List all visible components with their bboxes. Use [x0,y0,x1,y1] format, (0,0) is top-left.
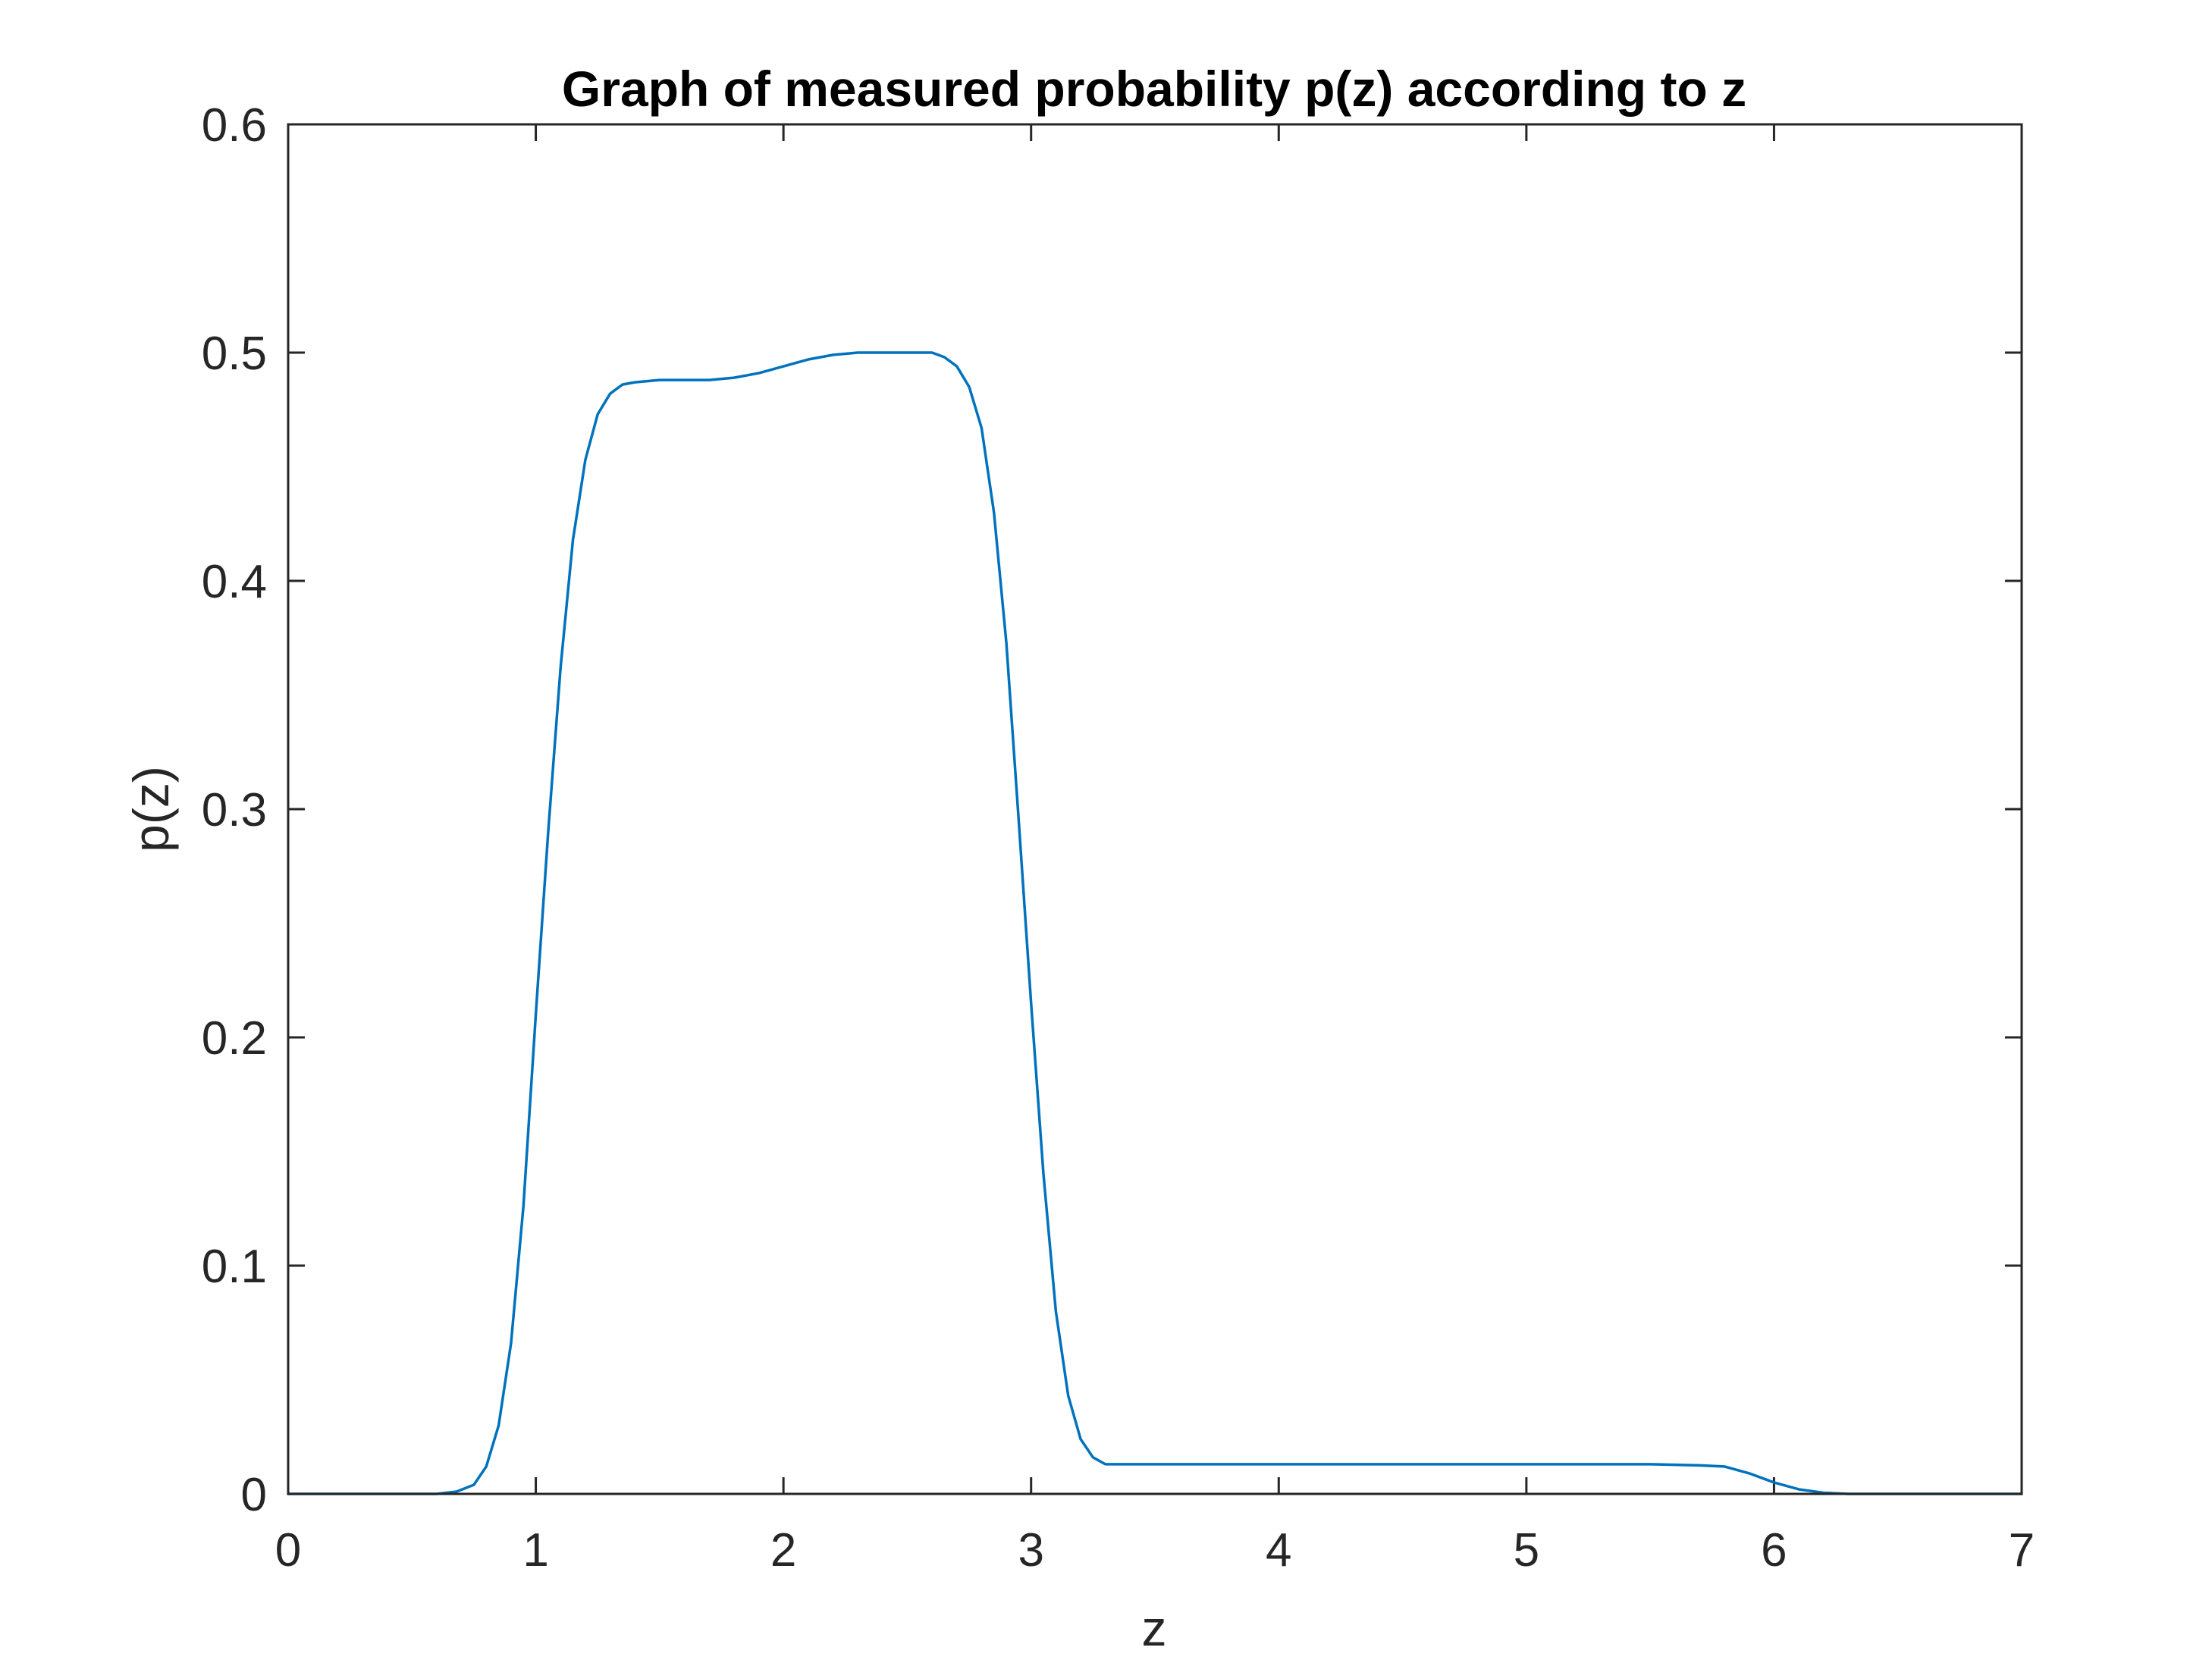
x-tick-label: 2 [770,1524,796,1577]
x-tick-label: 7 [2009,1524,2035,1577]
plot-frame [287,123,2023,1495]
y-tick-label: 0 [241,1469,267,1521]
y-tick-label: 0.3 [202,784,267,836]
y-tick-label: 0.1 [202,1241,267,1293]
y-axis-tick-labels: 0 0.1 0.2 0.3 0.4 0.5 0.6 [202,99,267,1521]
chart-title: Graph of measured probability p(z) accor… [562,61,1746,117]
x-tick-label: 1 [522,1524,548,1577]
x-axis-tick-labels: 0 1 2 3 4 5 6 7 [275,1524,2035,1577]
y-tick-label: 0.2 [202,1012,267,1065]
x-tick-label: 4 [1266,1524,1291,1577]
series-line [287,351,2023,1495]
x-tick-label: 0 [275,1524,301,1577]
x-tick-label: 5 [1514,1524,1539,1577]
y-axis-label: p(z) [123,766,179,852]
y-tick-label: 0.5 [202,328,267,380]
y-tick-label: 0.6 [202,99,267,152]
y-tick-label: 0.4 [202,556,267,608]
x-axis-label: z [1142,1600,1167,1656]
x-tick-label: 3 [1018,1524,1043,1577]
x-tick-label: 6 [1761,1524,1787,1577]
